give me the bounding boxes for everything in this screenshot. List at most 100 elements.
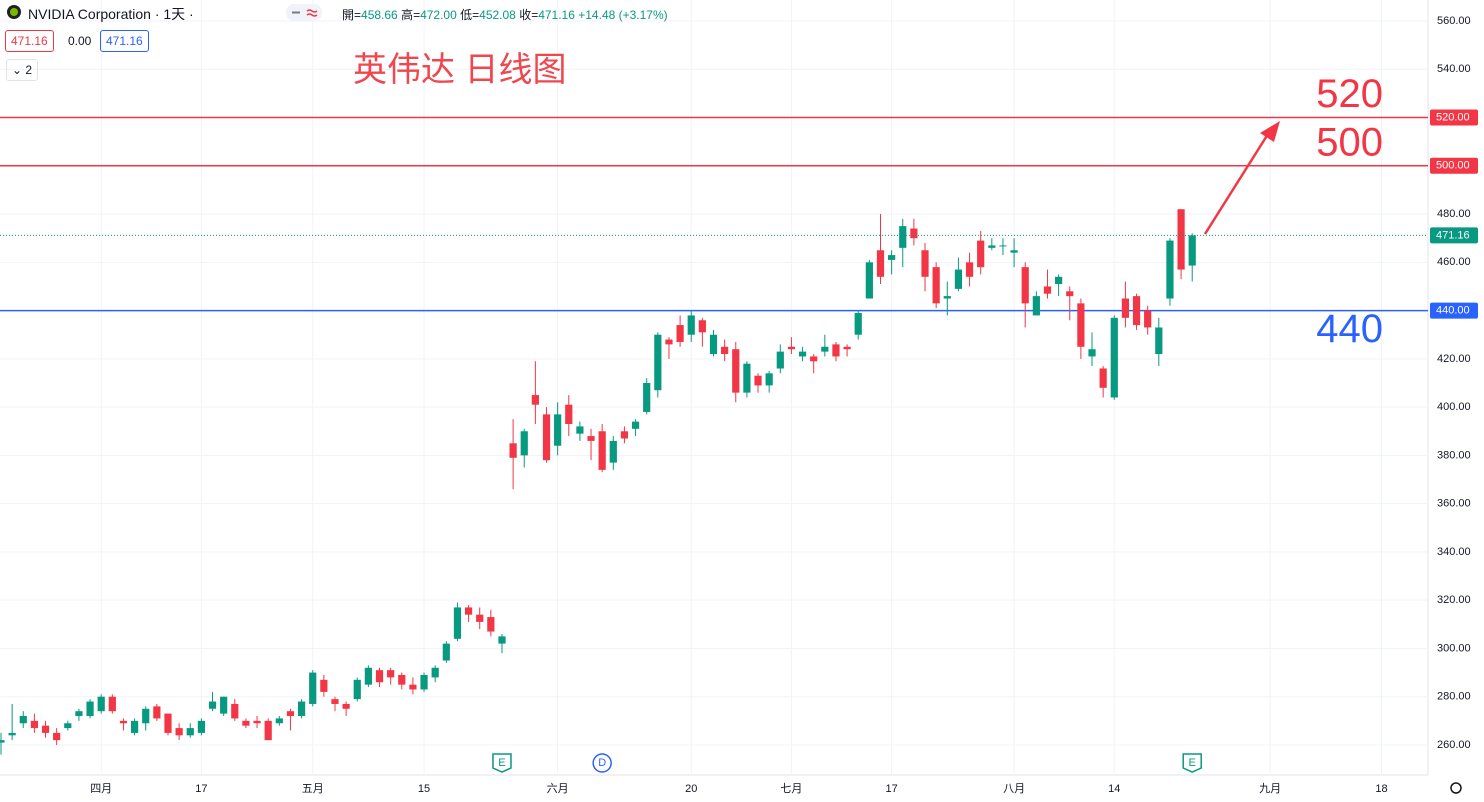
candle-body bbox=[275, 718, 283, 724]
candle-body bbox=[787, 346, 796, 350]
y-tick-label: 480.00 bbox=[1437, 208, 1471, 220]
ohlc-label: 收= bbox=[519, 8, 539, 22]
candle-body bbox=[865, 262, 873, 299]
x-tick-label: 15 bbox=[418, 783, 430, 795]
candle-body bbox=[1177, 209, 1185, 270]
candle-body bbox=[932, 267, 940, 304]
x-tick-label: 六月 bbox=[547, 782, 569, 795]
ohlc-value: 471.16 bbox=[538, 8, 575, 22]
candle-body bbox=[375, 670, 384, 683]
candle-body bbox=[1032, 296, 1040, 316]
candle-body bbox=[1110, 317, 1118, 398]
candle-body bbox=[498, 636, 506, 644]
candle-body bbox=[620, 431, 629, 439]
indicator-toggle[interactable]: ⌄ 2 bbox=[6, 59, 39, 81]
last-price-label: 471.16 bbox=[1436, 229, 1470, 241]
level-label: 440 bbox=[1316, 307, 1383, 351]
y-tick-label: 300.00 bbox=[1437, 642, 1471, 654]
candle-body bbox=[119, 720, 128, 724]
candle-body bbox=[364, 667, 372, 685]
candle-body bbox=[231, 703, 239, 719]
candle-body bbox=[1043, 286, 1052, 294]
candle-body bbox=[665, 339, 673, 345]
candle-body bbox=[676, 325, 684, 342]
candle-body bbox=[75, 711, 83, 717]
event-marker bbox=[492, 753, 512, 773]
candle-body bbox=[631, 421, 640, 429]
change: +14.48 (+3.17%) bbox=[578, 8, 668, 22]
x-tick-label: 18 bbox=[1375, 783, 1387, 795]
candle-body bbox=[142, 708, 150, 724]
candle-body bbox=[64, 723, 72, 729]
event-marker bbox=[1182, 753, 1202, 773]
annotation: 英伟达 日线图 bbox=[353, 51, 566, 89]
candle-body bbox=[754, 375, 762, 386]
candle-body bbox=[420, 674, 428, 690]
candle-body bbox=[1166, 240, 1174, 299]
candle-body bbox=[643, 382, 651, 412]
event-label: D bbox=[598, 757, 606, 769]
candle-body bbox=[8, 732, 16, 736]
y-tick-label: 280.00 bbox=[1437, 691, 1471, 703]
candle-body bbox=[721, 346, 729, 355]
candle-body bbox=[832, 344, 840, 357]
x-tick-label: 20 bbox=[685, 783, 697, 795]
candle-body bbox=[130, 720, 139, 733]
candle-body bbox=[910, 228, 918, 239]
bid-box[interactable]: 471.16 bbox=[5, 30, 54, 52]
candle-body bbox=[1088, 349, 1096, 357]
ohlc-value: 472.00 bbox=[420, 8, 457, 22]
x-tick-label: 九月 bbox=[1259, 782, 1281, 795]
ohlc-label: 低= bbox=[460, 8, 480, 22]
candle-body bbox=[977, 240, 985, 268]
y-tick-label: 360.00 bbox=[1437, 498, 1471, 510]
candle-body bbox=[86, 701, 94, 717]
candle-body bbox=[587, 436, 595, 441]
candle-body bbox=[1066, 291, 1074, 297]
candle-body bbox=[409, 684, 417, 690]
candle-body bbox=[542, 414, 551, 461]
candle-body bbox=[1121, 298, 1130, 318]
candle-body bbox=[487, 617, 495, 632]
arrow bbox=[1203, 121, 1280, 235]
candle-body bbox=[387, 670, 395, 678]
ohlc-value: 458.66 bbox=[361, 8, 398, 22]
candle-body bbox=[108, 696, 116, 712]
ask-box[interactable]: 471.16 bbox=[100, 30, 149, 52]
candle-body bbox=[0, 740, 5, 743]
candle-body bbox=[331, 699, 339, 704]
candle-body bbox=[798, 351, 807, 357]
candle-body bbox=[854, 313, 862, 335]
candle-body bbox=[598, 431, 606, 470]
candle-body bbox=[899, 226, 907, 248]
candle-body bbox=[1055, 276, 1063, 285]
candle-body bbox=[698, 320, 706, 333]
candle-body bbox=[453, 607, 462, 639]
candle-body bbox=[320, 679, 328, 692]
candle-body bbox=[776, 351, 784, 369]
candle-body bbox=[509, 443, 517, 458]
arrow-head bbox=[1260, 121, 1280, 142]
candle-body bbox=[264, 720, 272, 741]
indicator-count: 2 bbox=[25, 63, 33, 77]
candle-body bbox=[186, 728, 194, 736]
candle-body bbox=[821, 346, 829, 352]
candle-body bbox=[554, 414, 562, 446]
settings-icon[interactable] bbox=[1450, 782, 1462, 794]
candle-body bbox=[442, 643, 450, 661]
candle-body bbox=[464, 607, 473, 615]
candle-body bbox=[175, 728, 183, 736]
y-tick-label: 380.00 bbox=[1437, 449, 1471, 461]
candle-body bbox=[520, 431, 528, 456]
candle-body bbox=[1155, 327, 1163, 355]
candle-body bbox=[431, 667, 439, 678]
y-tick-label: 320.00 bbox=[1437, 594, 1471, 606]
candle-body bbox=[888, 255, 896, 260]
level-label: 500 bbox=[1316, 120, 1383, 164]
y-tick-label: 340.00 bbox=[1437, 546, 1471, 558]
candle-body bbox=[242, 720, 250, 726]
candle-body bbox=[732, 349, 740, 393]
toggle-buttons[interactable] bbox=[286, 4, 322, 21]
candle-body bbox=[353, 679, 361, 700]
candle-body bbox=[988, 245, 996, 248]
